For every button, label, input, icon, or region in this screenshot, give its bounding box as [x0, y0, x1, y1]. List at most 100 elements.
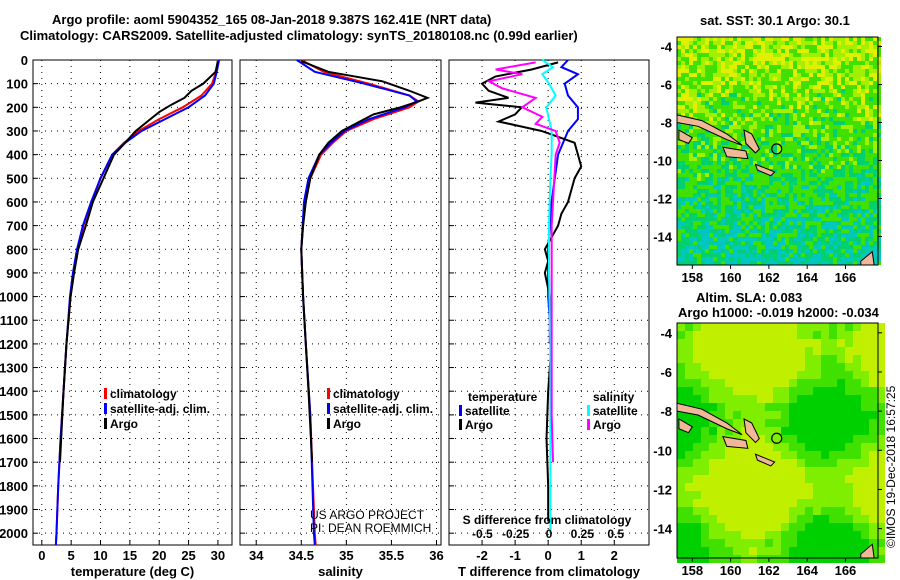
- map-cell: [685, 257, 689, 261]
- map-cell: [797, 539, 805, 547]
- map-cell: [689, 177, 693, 181]
- map-cell: [841, 249, 845, 253]
- map-cell: [797, 37, 801, 41]
- map-cell: [729, 73, 733, 77]
- map-cell: [793, 245, 797, 249]
- map-cell: [729, 45, 733, 49]
- map-cell: [681, 101, 685, 105]
- map-cell: [841, 101, 845, 105]
- map-cell: [733, 483, 741, 491]
- map-cell: [857, 197, 861, 201]
- map-cell: [797, 121, 801, 125]
- map-cell: [777, 109, 781, 113]
- map-cell: [837, 117, 841, 121]
- map-cell: [773, 37, 777, 41]
- map-cell: [857, 145, 861, 149]
- map-cell: [793, 177, 797, 181]
- map-cell: [777, 89, 781, 93]
- map-cell: [793, 241, 797, 245]
- map-cell: [733, 77, 737, 81]
- map-cell: [705, 237, 709, 241]
- map-cell: [829, 213, 833, 217]
- map-cell: [805, 65, 809, 69]
- map-cell: [837, 201, 841, 205]
- map-cell: [701, 109, 705, 113]
- map-cell: [805, 419, 813, 427]
- map-cell: [757, 257, 761, 261]
- map-cell: [781, 347, 789, 355]
- map-cell: [685, 125, 689, 129]
- map-cell: [769, 153, 773, 157]
- map-cell: [717, 395, 725, 403]
- map-cell: [737, 225, 741, 229]
- map-cell: [753, 53, 757, 57]
- map-y-tick-label: -14: [653, 522, 673, 537]
- map-cell: [757, 411, 765, 419]
- map-cell: [857, 57, 861, 61]
- map-cell: [829, 149, 833, 153]
- map-cell: [837, 169, 841, 173]
- map-cell: [865, 117, 869, 121]
- map-cell: [733, 177, 737, 181]
- map-cell: [713, 257, 717, 261]
- map-cell: [821, 45, 825, 49]
- map-cell: [829, 331, 837, 339]
- map-cell: [869, 323, 877, 331]
- map-cell: [717, 97, 721, 101]
- map-cell: [809, 201, 813, 205]
- map-cell: [713, 141, 717, 145]
- map-cell: [749, 507, 757, 515]
- island-shape: [722, 146, 749, 160]
- map-cell: [701, 81, 705, 85]
- map-cell: [841, 237, 845, 241]
- map-cell: [769, 253, 773, 257]
- map-cell: [853, 85, 857, 89]
- map-cell: [725, 539, 733, 547]
- map-cell: [749, 61, 753, 65]
- map-cell: [789, 507, 797, 515]
- map-cell: [757, 261, 761, 265]
- map-cell: [797, 241, 801, 245]
- map-cell: [809, 129, 813, 133]
- map-cell: [785, 85, 789, 89]
- map-cell: [837, 149, 841, 153]
- map-cell: [701, 403, 709, 411]
- map-cell: [741, 53, 745, 57]
- map-cell: [817, 217, 821, 221]
- map-cell: [837, 133, 841, 137]
- map-cell: [849, 65, 853, 69]
- map-cell: [865, 161, 869, 165]
- map-cell: [677, 173, 681, 177]
- map-cell: [733, 133, 737, 137]
- map-cell: [829, 145, 833, 149]
- map-cell: [693, 165, 697, 169]
- map-cell: [865, 137, 869, 141]
- map-cell: [857, 181, 861, 185]
- map-cell: [873, 209, 877, 213]
- map-cell: [717, 451, 725, 459]
- map-cell: [789, 97, 793, 101]
- map-cell: [769, 65, 773, 69]
- map-cell: [757, 57, 761, 61]
- map-cell: [689, 233, 693, 237]
- map-cell: [769, 161, 773, 165]
- series-line-argo: [300, 60, 431, 463]
- map-cell: [857, 69, 861, 73]
- map-cell: [757, 89, 761, 93]
- map-cell: [685, 85, 689, 89]
- map-cell: [745, 181, 749, 185]
- map-cell: [741, 109, 745, 113]
- map-cell: [717, 177, 721, 181]
- map-cell: [745, 249, 749, 253]
- map-cell: [725, 217, 729, 221]
- map-cell: [845, 37, 849, 41]
- map-cell: [857, 37, 861, 41]
- map-y-tick-label: -4: [660, 326, 672, 341]
- map-cell: [769, 37, 773, 41]
- map-cell: [797, 403, 805, 411]
- map-cell: [705, 241, 709, 245]
- map-cell: [701, 129, 705, 133]
- map-cell: [789, 395, 797, 403]
- map-cell: [733, 169, 737, 173]
- map-cell: [701, 347, 709, 355]
